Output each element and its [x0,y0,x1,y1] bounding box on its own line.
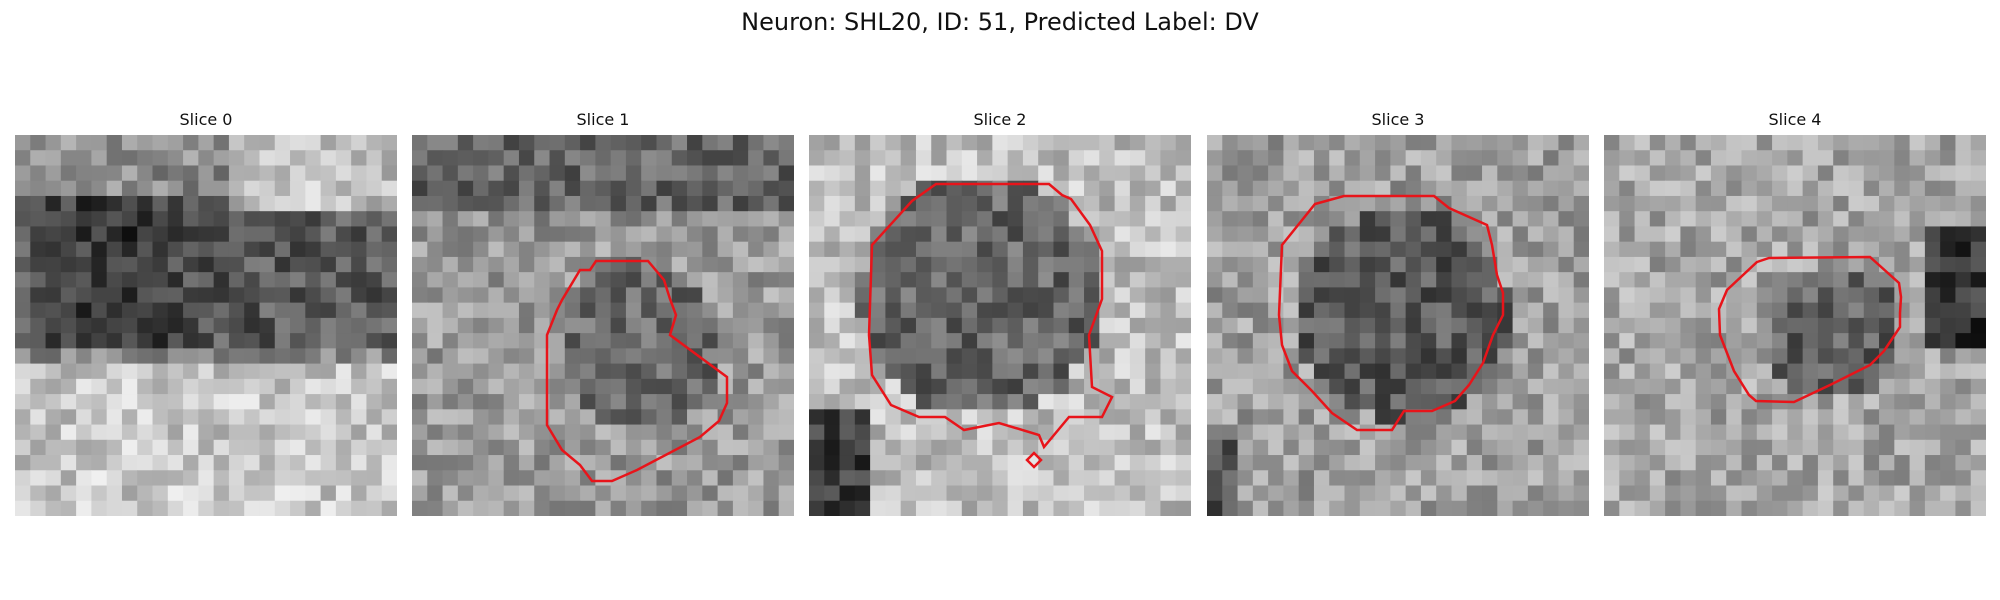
figure-title: Neuron: SHL20, ID: 51, Predicted Label: … [741,8,1259,36]
slice-3-title: Slice 3 [1371,110,1425,129]
slice-4-contour [1717,255,1903,404]
slice-4-title: Slice 4 [1768,110,1822,129]
slice-1-image [412,135,794,516]
slice-2-diamond-marker [1025,451,1043,469]
slice-3-contour [1277,194,1505,432]
slice-4-image [1604,135,1986,516]
slice-1-title: Slice 1 [576,110,630,129]
slice-2-image [809,135,1191,516]
slice-1-contour [545,259,729,483]
slice-2-title: Slice 2 [973,110,1027,129]
slice-2-contour [867,182,1114,450]
slice-0-image [15,135,397,516]
slice-3-image [1207,135,1589,516]
slice-0-title: Slice 0 [179,110,233,129]
